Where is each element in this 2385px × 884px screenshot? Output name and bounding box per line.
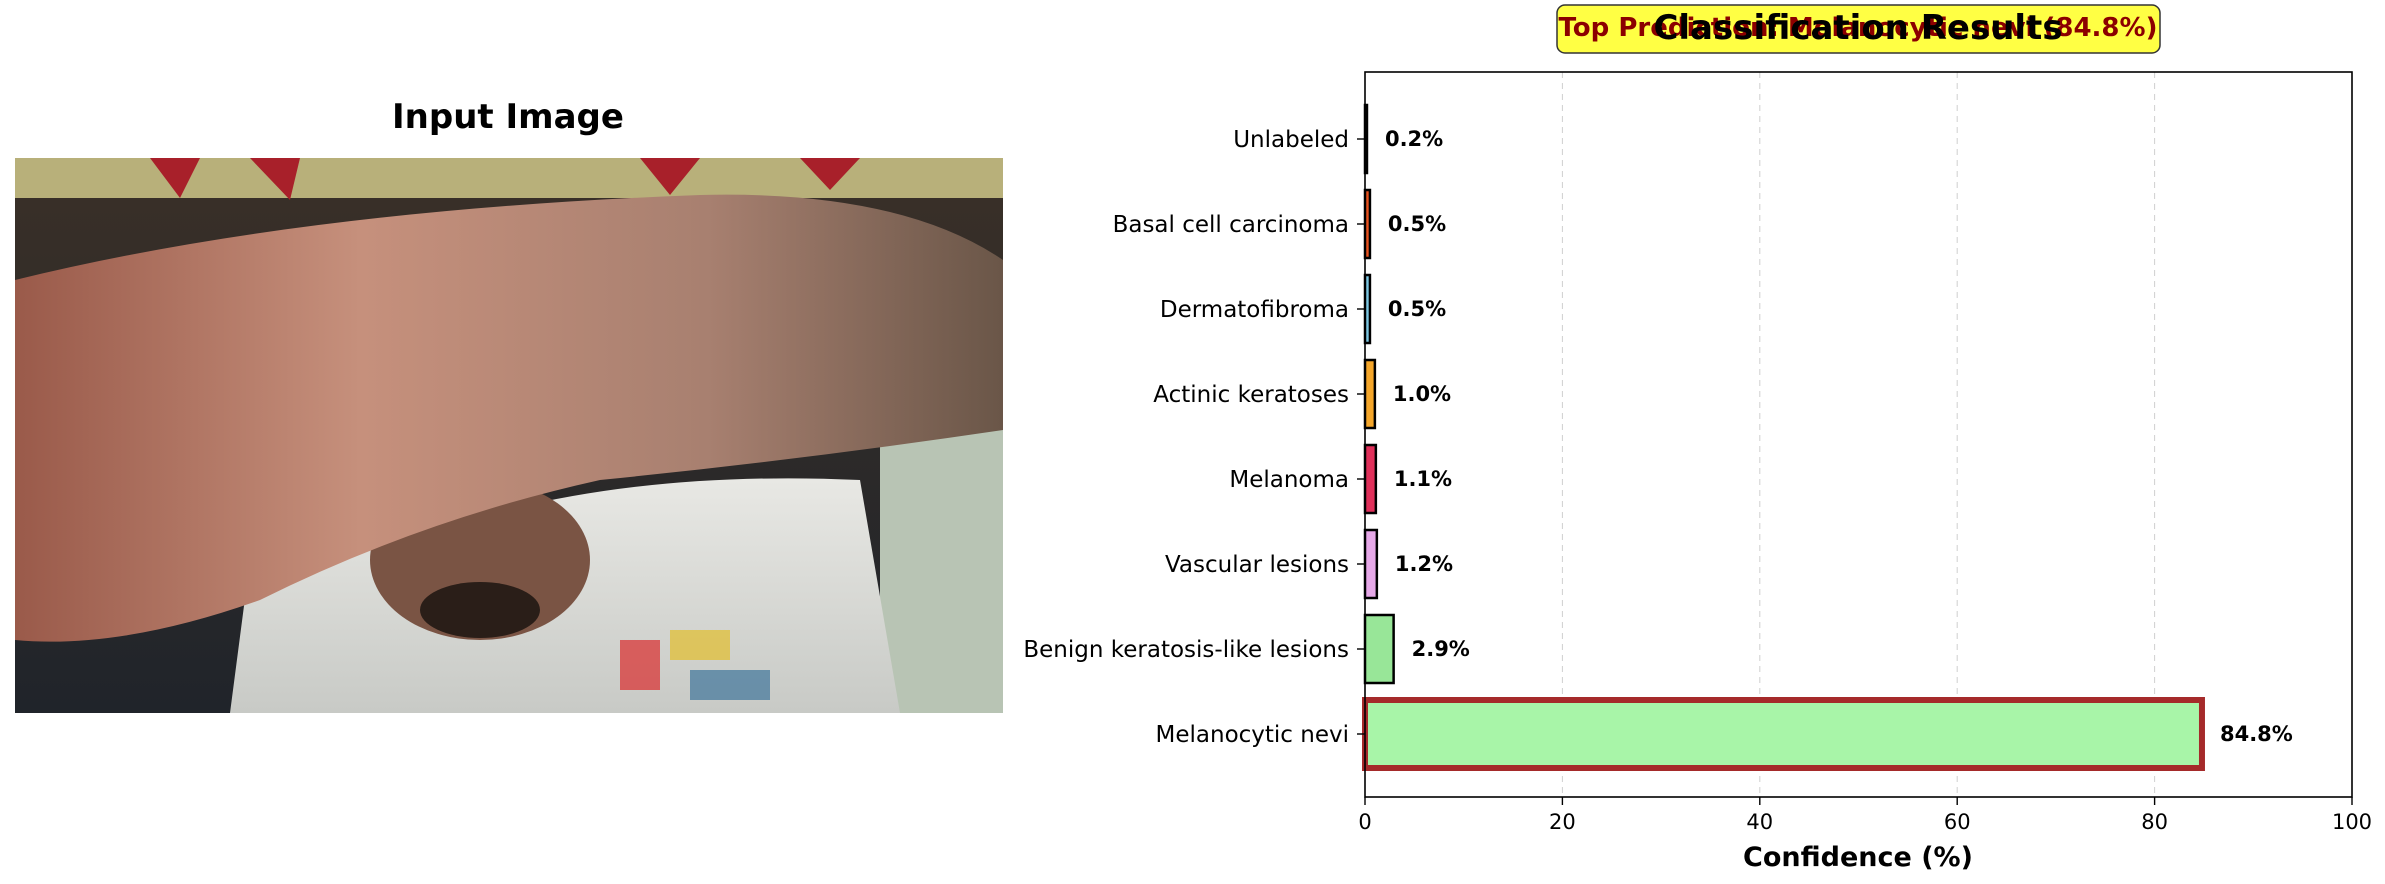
bar-melanocytic-nevi xyxy=(1362,697,2205,771)
annotation-text: Top Prediction: Melanocytic nevi (84.8%) xyxy=(1559,13,2158,43)
x-tick-label: 60 xyxy=(1944,810,1971,834)
x-tick-label: 80 xyxy=(2141,810,2168,834)
value-label: 0.2% xyxy=(1385,127,1443,151)
bar-benign-keratosis-like-lesions xyxy=(1363,613,1395,685)
x-tick-label: 20 xyxy=(1549,810,1576,834)
y-tick-label: Unlabeled xyxy=(1233,127,1349,153)
chart-y-tick-labels: Unlabeled Basal cell carcinoma Dermatofibr… xyxy=(1023,127,1365,748)
value-label: 1.1% xyxy=(1394,467,1452,491)
chart-x-ticks: 0 20 40 60 80 100 xyxy=(1358,797,2372,834)
y-tick-label: Actinic keratoses xyxy=(1153,382,1349,408)
x-tick-label: 100 xyxy=(2332,810,2372,834)
y-tick-label: Basal cell carcinoma xyxy=(1113,212,1349,238)
input-photo xyxy=(15,158,1003,713)
input-image-title: Input Image xyxy=(392,97,624,137)
classification-chart: Unlabeled Basal cell carcinoma Dermatofibr… xyxy=(1023,4,2372,873)
x-tick-label: 40 xyxy=(1746,810,1773,834)
bar-vascular-lesions xyxy=(1363,528,1379,600)
y-tick-label: Benign keratosis-like lesions xyxy=(1023,637,1349,663)
chart-bars xyxy=(1362,103,2205,771)
input-image-panel: Input Image xyxy=(15,97,1003,713)
chart-gridlines xyxy=(1561,72,2156,797)
y-tick-label: Melanocytic nevi xyxy=(1156,722,1349,748)
bar-melanoma xyxy=(1363,443,1378,515)
chart-axes-frame xyxy=(1364,71,2353,798)
value-label: 0.5% xyxy=(1388,297,1446,321)
y-tick-label: Dermatofibroma xyxy=(1160,297,1349,323)
chart-x-axis-label: Confidence (%) xyxy=(1743,842,1973,873)
value-label: 0.5% xyxy=(1388,212,1446,236)
chart-title: Classification Results xyxy=(1653,8,2062,48)
value-label: 1.2% xyxy=(1395,552,1453,576)
y-tick-label: Vascular lesions xyxy=(1165,552,1349,578)
value-label: 2.9% xyxy=(1412,637,1470,661)
value-label: 1.0% xyxy=(1393,382,1451,406)
bar-actinic-keratoses xyxy=(1363,358,1377,430)
x-tick-label: 0 xyxy=(1358,810,1371,834)
annotation-box xyxy=(1556,4,2161,54)
chart-value-labels: 0.2% 0.5% 0.5% 1.0% 1.1% 1.2% 2.9% 84.8% xyxy=(1385,127,2293,746)
value-label: 84.8% xyxy=(2220,722,2293,746)
y-tick-label: Melanoma xyxy=(1229,467,1349,493)
top-prediction-annotation: Top Prediction: Melanocytic nevi (84.8%) xyxy=(1556,4,2161,54)
